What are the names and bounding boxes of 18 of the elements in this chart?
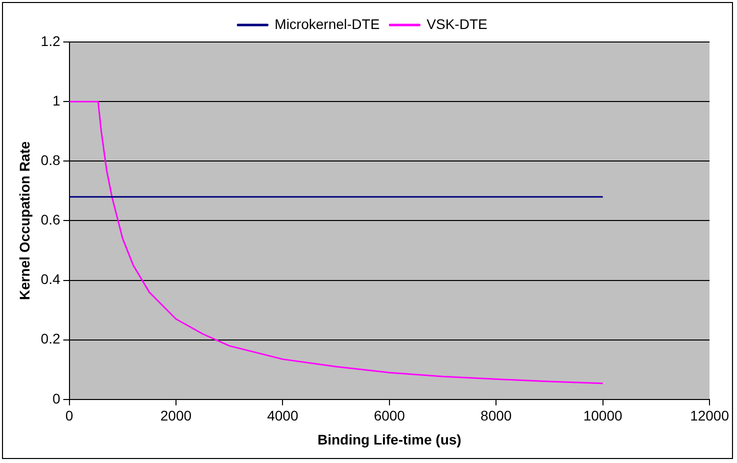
y-tick-label: 0.2 [40,330,60,347]
x-tick-label: 0 [65,408,74,424]
x-tick-label: 4000 [267,408,298,424]
y-tick-label: 0 [52,390,60,406]
y-tick-label: 1 [52,92,60,108]
y-tick-label: 1.2 [40,32,60,49]
legend-label: Microkernel-DTE [274,16,380,32]
x-tick-label: 2000 [160,408,192,424]
y-axis-title: Kernel Occupation Rate [16,141,32,300]
legend-label: VSK-DTE [426,16,488,32]
x-tick-label: 8000 [480,408,512,424]
y-tick-label: 0.4 [40,271,60,288]
y-tick-label: 0.8 [40,152,60,168]
y-tick-label: 0.6 [40,212,60,228]
x-tick-label: 6000 [374,408,406,424]
x-tick-label: 12000 [690,408,730,424]
x-axis-title: Binding Life-time (us) [317,431,462,448]
x-tick-label: 10000 [583,408,622,424]
